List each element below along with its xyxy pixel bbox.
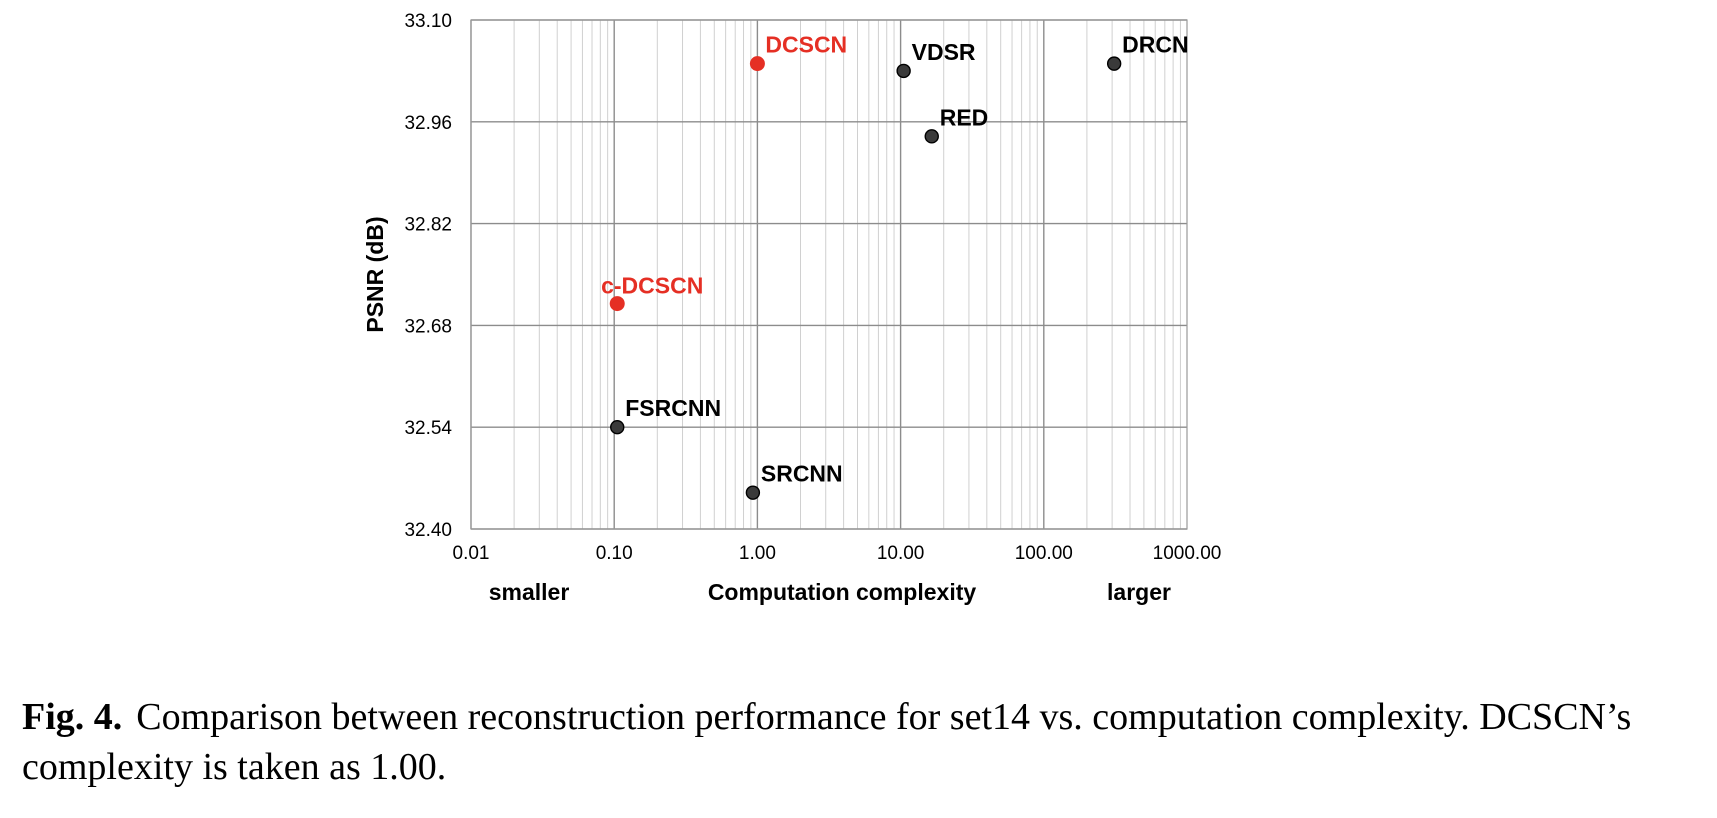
figure-caption: Fig. 4. Comparison between reconstruction…: [22, 692, 1712, 792]
data-point-srcnn: [745, 485, 761, 500]
grid: [470, 19, 1187, 530]
x-tick-label: 1.00: [739, 543, 776, 564]
figure-number: Fig. 4.: [22, 696, 123, 738]
y-axis-label: PSNR (dB): [362, 216, 388, 332]
x-tick-label: 0.10: [596, 543, 633, 564]
data-point-drcn: [1106, 56, 1122, 71]
point-label-drcn: DRCN: [1122, 32, 1188, 58]
data-point-red: [924, 129, 939, 144]
scatter-chart: 0.01 0.10 1.00 10.00 100.00 1000.00 32.40 32.5…: [362, 11, 1222, 605]
data-points: DCSCN c-DCSCN VDSR RED DRCN FSRCNN SRCNN: [601, 32, 1189, 500]
y-tick-label: 32.40: [404, 520, 452, 541]
y-tick-label: 32.96: [404, 113, 452, 134]
point-label-dcscn: DCSCN: [765, 32, 847, 58]
x-tick-label: 10.00: [877, 543, 925, 564]
point-label-srcnn: SRCNN: [761, 461, 843, 487]
y-tick-label: 32.82: [404, 215, 452, 236]
point-label-c-dcscn: c-DCSCN: [601, 273, 703, 299]
point-label-fsrcnn: FSRCNN: [625, 395, 721, 421]
x-tick-labels: 0.01 0.10 1.00 10.00 100.00 1000.00: [453, 543, 1222, 564]
plot-frame: [470, 19, 1188, 530]
point-label-vdsr: VDSR: [912, 39, 976, 65]
data-point-vdsr: [896, 63, 911, 79]
x-tick-label: 0.01: [453, 543, 490, 564]
y-tick-labels: 32.40 32.54 32.68 32.82 32.96 33.10: [404, 11, 452, 541]
x-axis-label-larger: larger: [1107, 579, 1171, 605]
y-tick-label: 32.68: [404, 316, 452, 337]
data-point-c-dcscn: [609, 296, 625, 312]
x-axis-label-smaller: smaller: [489, 579, 570, 605]
x-axis-label: Computation complexity: [708, 579, 977, 605]
x-tick-label: 1000.00: [1153, 543, 1222, 564]
point-label-red: RED: [940, 104, 989, 130]
x-tick-label: 100.00: [1015, 543, 1073, 564]
y-tick-label: 32.54: [404, 418, 452, 439]
caption-text: Comparison between reconstruction perfor…: [22, 696, 1632, 788]
data-point-fsrcnn: [610, 420, 625, 435]
data-point-dcscn: [749, 56, 765, 72]
y-tick-label: 33.10: [404, 11, 452, 32]
